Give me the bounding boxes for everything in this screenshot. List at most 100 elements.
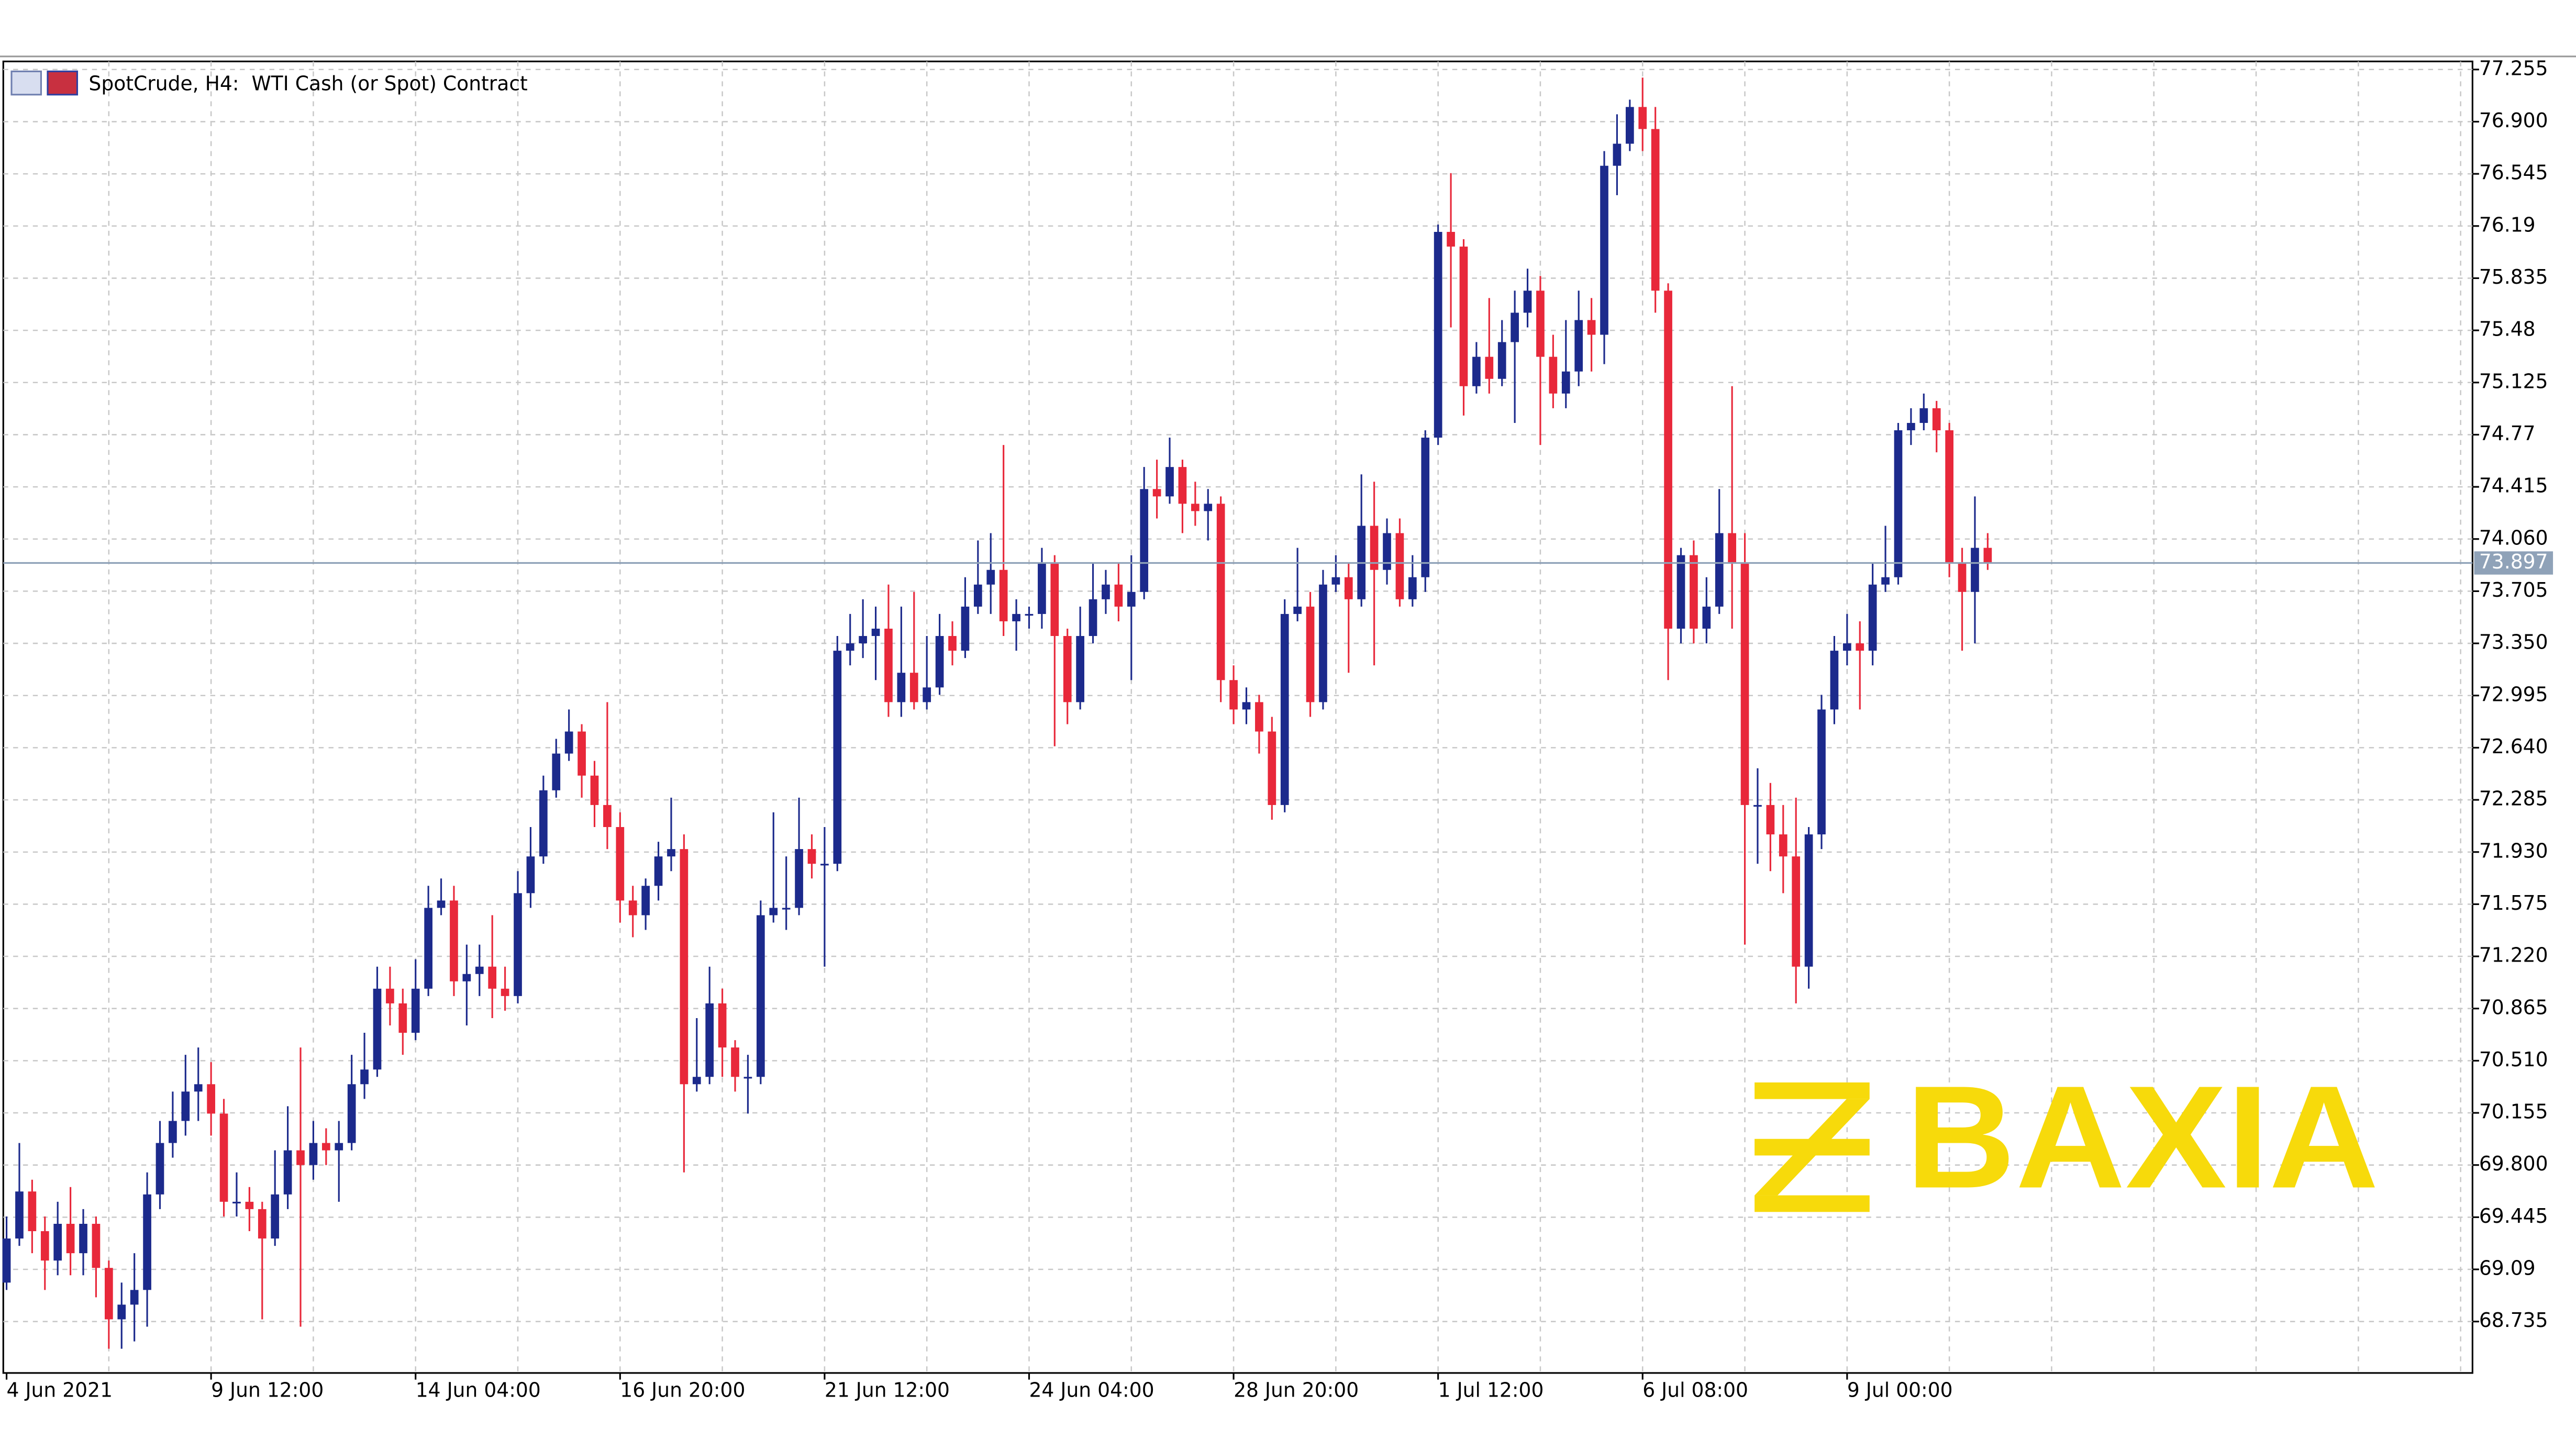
y-tick-label: 75.835 <box>2479 265 2548 288</box>
y-tick-label: 68.735 <box>2479 1309 2548 1332</box>
candle-body <box>1025 613 1034 616</box>
candle-body <box>1229 680 1238 710</box>
candle-body <box>424 908 432 989</box>
candle-body <box>1280 613 1289 805</box>
candle-body <box>1152 489 1161 497</box>
candle-body <box>1076 636 1084 702</box>
y-tick-label: 72.640 <box>2479 735 2548 758</box>
candle-body <box>807 849 816 864</box>
candle-body <box>705 1003 714 1077</box>
candle-body <box>667 849 675 857</box>
candle-body <box>578 731 586 776</box>
y-tick-label: 72.285 <box>2479 787 2548 810</box>
y-tick-label: 70.155 <box>2479 1100 2548 1123</box>
candle-body <box>846 643 854 651</box>
candle-body <box>66 1223 75 1254</box>
candle-body <box>437 900 446 908</box>
price-label-bg <box>2474 551 2553 575</box>
candle-body <box>1050 562 1059 637</box>
candle-body <box>1255 702 1263 732</box>
candle-body <box>973 584 982 607</box>
candle-body <box>271 1194 280 1239</box>
candle-body <box>1434 232 1442 438</box>
candle-body <box>871 628 880 637</box>
price-label: 73.897 <box>2479 550 2548 573</box>
candle-body <box>1038 562 1046 614</box>
candle-body <box>488 966 497 989</box>
candle-body <box>1216 504 1225 680</box>
x-tick-label: 6 Jul 08:00 <box>1642 1378 1748 1401</box>
candle-body <box>641 886 650 916</box>
candle-body <box>1983 548 1992 563</box>
candle-body <box>1574 320 1583 372</box>
candle-body <box>1165 467 1174 497</box>
candle-body <box>207 1084 215 1114</box>
candle-body <box>1127 591 1136 607</box>
candle-body <box>1370 526 1379 570</box>
candle-body <box>884 628 893 702</box>
candle-body <box>117 1304 126 1320</box>
candle-body <box>258 1209 267 1239</box>
candle-body <box>1204 504 1213 511</box>
candle-body <box>1331 577 1340 585</box>
candle-body <box>411 988 420 1033</box>
candle-body <box>450 900 458 981</box>
candle-body <box>92 1223 101 1268</box>
icon <box>47 70 79 96</box>
candle-body <box>386 988 394 1003</box>
candle-body <box>935 636 944 688</box>
candle-body <box>1063 636 1072 702</box>
candle-body <box>245 1201 254 1209</box>
candle-body <box>1638 107 1647 129</box>
overlay-layer: BAXIA SpotCrude, H4: WTI Cash (or Spot) … <box>7 57 2553 1401</box>
chart-icons <box>10 70 79 96</box>
candle-body <box>1587 320 1596 335</box>
candle-body <box>769 908 778 916</box>
candle-body <box>1766 805 1775 835</box>
candle-body <box>1613 143 1622 166</box>
candle-body <box>1817 709 1826 835</box>
candle-body <box>156 1143 164 1195</box>
candle-body <box>680 849 689 1085</box>
candle-body <box>616 827 625 901</box>
candle-body <box>1690 555 1698 629</box>
candle-body <box>1728 533 1736 563</box>
candles-layer <box>2 77 2473 1349</box>
candle-body <box>296 1150 305 1165</box>
y-tick-label: 74.77 <box>2479 422 2536 445</box>
candle-body <box>909 673 918 702</box>
candle-body <box>833 651 842 864</box>
candle-body <box>1511 312 1519 342</box>
candle-body <box>181 1091 190 1121</box>
candle-body <box>923 687 931 702</box>
candle-body <box>897 673 906 702</box>
logo-icon <box>1755 1082 1870 1212</box>
candle-body <box>1625 107 1634 144</box>
candle-body <box>539 790 548 857</box>
candle-body <box>999 570 1008 621</box>
candle-body <box>335 1143 343 1151</box>
candle-body <box>1421 438 1430 577</box>
candle-body <box>1102 584 1110 599</box>
candle-body <box>79 1223 87 1254</box>
candle-body <box>1408 577 1417 599</box>
candle-body <box>628 900 637 916</box>
candle-body <box>1268 731 1276 805</box>
candle-body <box>1868 584 1877 651</box>
y-tick-label: 76.900 <box>2479 109 2548 132</box>
candle-body <box>322 1143 330 1151</box>
plot-frame <box>2 60 2473 1374</box>
candle-body <box>28 1191 37 1232</box>
candle-body <box>1830 651 1839 710</box>
y-tick-label: 69.445 <box>2479 1204 2548 1227</box>
candle-body <box>1907 422 1915 431</box>
candle-body <box>53 1223 62 1261</box>
candle-body <box>743 1077 752 1079</box>
candle-body <box>654 856 663 886</box>
candle-body <box>347 1084 356 1143</box>
x-tick-label: 9 Jun 12:00 <box>211 1378 324 1401</box>
candle-body <box>219 1113 228 1202</box>
y-tick-label: 76.19 <box>2479 213 2536 236</box>
x-tick-label: 9 Jul 00:00 <box>1847 1378 1953 1401</box>
y-tick-label: 75.48 <box>2479 317 2536 340</box>
